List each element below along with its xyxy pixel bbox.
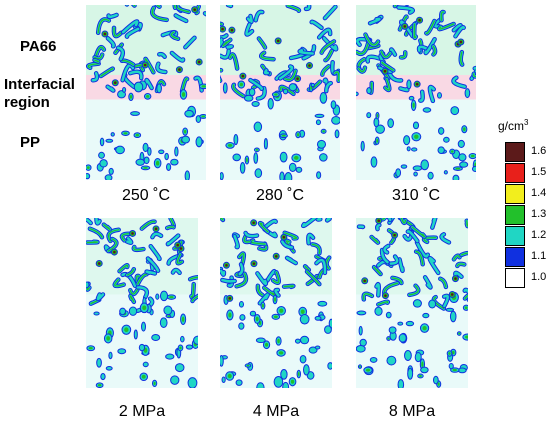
colorbar-tick-label: 1.3 xyxy=(531,208,547,220)
density-map-panel-2mpa xyxy=(86,218,198,388)
colorbar-swatch xyxy=(505,142,525,162)
colorbar-swatch xyxy=(505,226,525,246)
density-map-panel-8mpa xyxy=(356,218,468,388)
colorbar-unit: g/cm3 xyxy=(498,118,529,133)
pa66-label: PA66 xyxy=(20,38,57,55)
density-map-panel-280c xyxy=(220,5,340,180)
colorbar-tick-label: 1.6 xyxy=(531,145,547,157)
caption-310c: 310 ˚C xyxy=(391,187,441,204)
colorbar-tick-label: 1.1 xyxy=(531,250,547,262)
density-map-panel-310c xyxy=(356,5,476,180)
caption-4mpa: 4 MPa xyxy=(252,403,300,420)
colorbar-swatch xyxy=(505,163,525,183)
colorbar-tick-label: 1.4 xyxy=(531,187,547,199)
colorbar-swatch xyxy=(505,205,525,225)
interfacial-label-line1: Interfacial xyxy=(4,76,75,93)
caption-2mpa: 2 MPa xyxy=(118,403,166,420)
density-map-panel-4mpa xyxy=(220,218,332,388)
colorbar-tick-label: 1.0 xyxy=(531,271,547,283)
caption-8mpa: 8 MPa xyxy=(388,403,436,420)
density-map-panel-250c xyxy=(86,5,206,180)
caption-280c: 280 ˚C xyxy=(255,187,305,204)
interfacial-label-line2: region xyxy=(4,94,50,111)
colorbar-swatch xyxy=(505,184,525,204)
colorbar-swatch xyxy=(505,247,525,267)
pp-label: PP xyxy=(20,134,41,151)
colorbar-tick-label: 1.5 xyxy=(531,166,547,178)
colorbar-tick-label: 1.2 xyxy=(531,229,547,241)
caption-250c: 250 ˚C xyxy=(121,187,171,204)
colorbar-swatch xyxy=(505,268,525,288)
